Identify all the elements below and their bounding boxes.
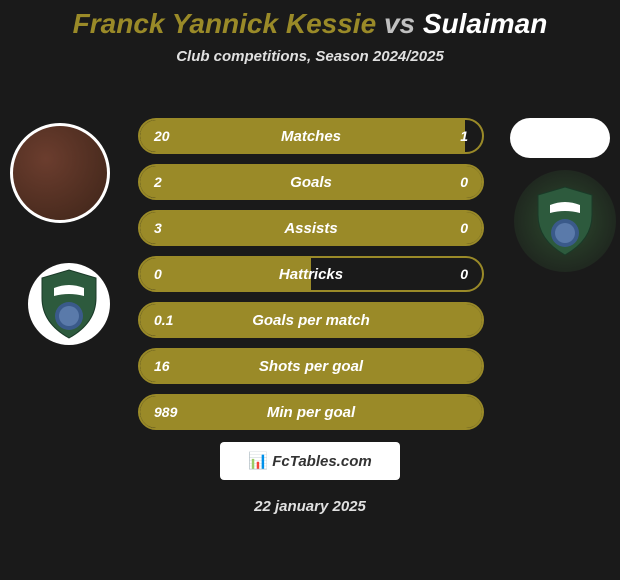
- player1-avatar: [10, 123, 110, 223]
- stat-right-value: 1: [460, 128, 468, 144]
- stats-table: 20 Matches 1 2 Goals 0 3 Assists 0 0 Hat…: [138, 118, 484, 440]
- shield-icon: [534, 185, 596, 257]
- stat-label: Shots per goal: [259, 358, 363, 375]
- player2-avatar: [510, 118, 610, 158]
- stat-left-value: 20: [154, 128, 170, 144]
- stat-right-value: 0: [460, 220, 468, 236]
- stat-row: 0 Hattricks 0: [138, 256, 484, 292]
- stat-left-value: 16: [154, 358, 170, 374]
- chart-icon: 📊: [248, 451, 268, 471]
- stat-right-value: 0: [460, 266, 468, 282]
- player2-name: Sulaiman: [423, 8, 547, 39]
- player1-club-logo: [28, 263, 110, 345]
- stat-row: 0.1 Goals per match: [138, 302, 484, 338]
- brand-badge: 📊 FcTables.com: [220, 442, 400, 480]
- stat-label: Goals: [290, 174, 332, 191]
- stat-left-value: 0.1: [154, 312, 173, 328]
- player1-name: Franck Yannick Kessie: [73, 8, 377, 39]
- stat-right-value: 0: [460, 174, 468, 190]
- stat-row: 20 Matches 1: [138, 118, 484, 154]
- stat-left-value: 2: [154, 174, 162, 190]
- stat-left-value: 3: [154, 220, 162, 236]
- date-text: 22 january 2025: [254, 498, 366, 515]
- stat-label: Min per goal: [267, 404, 355, 421]
- stat-label: Hattricks: [279, 266, 343, 283]
- shield-icon: [38, 268, 100, 340]
- stat-label: Matches: [281, 128, 341, 145]
- subtitle: Club competitions, Season 2024/2025: [0, 48, 620, 65]
- stat-row: 16 Shots per goal: [138, 348, 484, 384]
- stat-row: 989 Min per goal: [138, 394, 484, 430]
- vs-text: vs: [384, 8, 415, 39]
- stat-left-value: 989: [154, 404, 177, 420]
- stat-row: 3 Assists 0: [138, 210, 484, 246]
- player2-club-logo: [514, 170, 616, 272]
- stat-row: 2 Goals 0: [138, 164, 484, 200]
- brand-text: FcTables.com: [272, 453, 371, 470]
- stat-left-value: 0: [154, 266, 162, 282]
- stat-label: Goals per match: [252, 312, 370, 329]
- stat-label: Assists: [284, 220, 337, 237]
- comparison-title: Franck Yannick Kessie vs Sulaiman: [0, 0, 620, 40]
